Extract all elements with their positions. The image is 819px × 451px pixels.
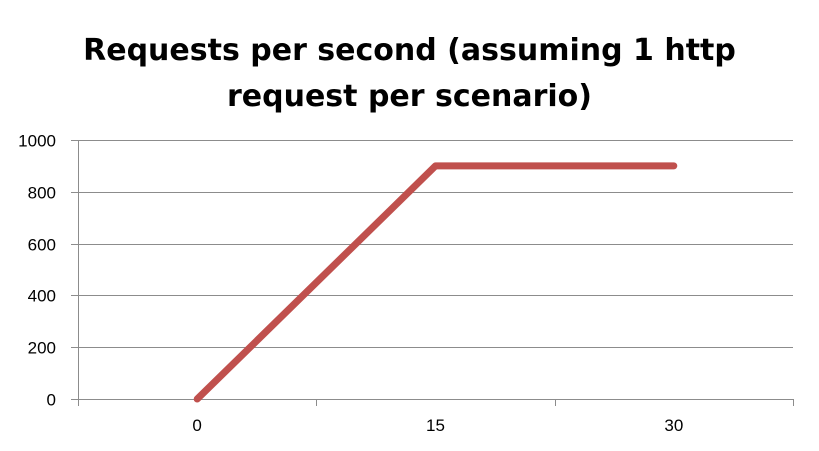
gridlines xyxy=(71,140,793,400)
y-tick-label-0: 0 xyxy=(47,391,56,410)
series xyxy=(193,162,678,403)
chart-title-line-2: request per scenario) xyxy=(226,79,592,114)
x-tick-label-0: 0 xyxy=(192,416,201,435)
y-tick-label-400: 400 xyxy=(28,287,56,306)
y-tick-label-1000: 1000 xyxy=(18,132,56,151)
x-tick-label-15: 15 xyxy=(426,416,445,435)
axes xyxy=(78,140,794,406)
x-tick-labels: 0 15 30 xyxy=(192,416,683,435)
y-tick-label-600: 600 xyxy=(28,236,56,255)
x-tick-label-30: 30 xyxy=(664,416,683,435)
series-line-0 xyxy=(193,162,678,403)
y-tick-labels: 0 200 400 600 800 1000 xyxy=(18,132,56,410)
chart-title: Requests per second (assuming 1 http req… xyxy=(0,28,819,120)
y-tick-label-200: 200 xyxy=(28,339,56,358)
chart-title-line-1: Requests per second (assuming 1 http xyxy=(83,33,736,68)
y-tick-label-800: 800 xyxy=(28,184,56,203)
